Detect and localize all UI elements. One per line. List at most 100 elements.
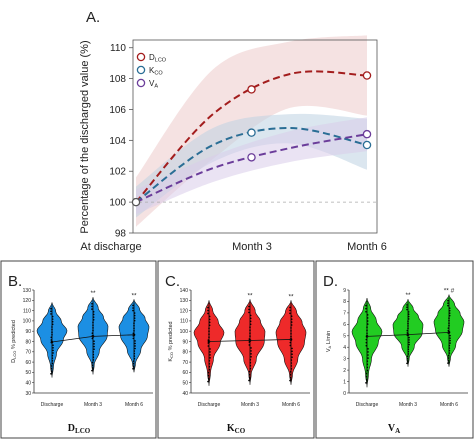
violin-dot-c-2 (291, 356, 293, 358)
y-tick-label-d-5: 5 (343, 334, 346, 340)
violin-dot-d-2 (449, 342, 451, 344)
violin-dot-d-0 (367, 354, 369, 356)
violin-dot-b-1 (93, 348, 95, 351)
y-tick-label-c-140: 140 (180, 288, 189, 294)
y-tick-label-d-6: 6 (343, 322, 346, 328)
violin-dot-b-1 (93, 343, 95, 345)
legend-label-kco: KCO (149, 66, 163, 77)
y-tick-label-a-100: 100 (109, 198, 126, 209)
panel-b-frame (0, 260, 157, 439)
violin-dot-b-2 (134, 347, 136, 350)
y-tick-label-b-120: 120 (23, 298, 32, 304)
panel-c-caption: KCO (227, 423, 246, 435)
legend-label-dlco: DLCO (149, 53, 167, 64)
y-tick-label-c-70: 70 (182, 360, 188, 366)
x-tick-label-d-2: Month 6 (440, 402, 458, 408)
violin-dot-d-1 (408, 339, 410, 341)
violin-dot-b-0 (50, 310, 52, 313)
point-dlco-2 (362, 71, 372, 80)
x-tick-label-b-2: Month 6 (125, 402, 143, 408)
y-tick-label-c-120: 120 (180, 308, 189, 314)
significance-d-1: ** (405, 292, 411, 299)
violin-dot-d-1 (406, 362, 408, 365)
y-tick-label-c-60: 60 (182, 370, 188, 376)
x-tick-label-b-0: Discharge (41, 402, 64, 408)
y-tick-label-b-50: 50 (25, 370, 31, 376)
y-tick-label-c-80: 80 (182, 350, 188, 356)
x-tick-label-a-0: At discharge (80, 241, 141, 253)
violin-dot-d-2 (449, 337, 451, 339)
y-tick-label-d-2: 2 (343, 368, 346, 374)
violin-dot-c-1 (248, 311, 250, 314)
x-axis-a: At discharge Month 3 Month 6 (80, 241, 386, 253)
violin-dot-b-2 (134, 340, 136, 342)
point-kco-2 (362, 140, 372, 150)
y-axis-title-b: DLCO % predicted (11, 320, 17, 363)
violin-dot-c-0 (209, 357, 211, 359)
violin-dot-d-0 (365, 382, 367, 384)
y-tick-label-b-40: 40 (25, 381, 31, 387)
y-tick-label-a-104: 104 (109, 136, 126, 147)
point-dlco-1 (247, 85, 256, 94)
panel-b: B. 30 40 50 60 70 80 90 100 110 120 130 DLCO % predi… (8, 273, 153, 435)
y-axis-a-title: Percentage of the discharged value (%) (79, 40, 91, 233)
violin-dot-d-1 (406, 308, 408, 311)
legend-marker-dlco (136, 52, 146, 62)
y-tick-label-c-130: 130 (180, 298, 189, 304)
violin-dot-c-1 (250, 356, 252, 358)
y-axis-a: 98 100 102 104 106 108 110 (109, 43, 133, 240)
violin-dot-d-0 (365, 304, 367, 307)
violin-dot-c-1 (248, 305, 250, 308)
panel-c-frame (157, 260, 315, 439)
median-trend-d (366, 331, 450, 337)
violin-dot-c-0 (207, 309, 209, 312)
fit-line-va (135, 133, 368, 204)
violin-dot-d-0 (367, 351, 369, 353)
panel-a-label: A. (86, 9, 100, 26)
violin-dot-c-1 (250, 350, 252, 352)
plot-a-frame (132, 39, 378, 234)
data-points (131, 71, 372, 207)
violin-dot-b-0 (52, 349, 54, 352)
violin-dot-d-0 (367, 357, 369, 359)
fit-line-dlco (135, 70, 368, 203)
y-tick-label-a-102: 102 (109, 167, 126, 178)
y-tick-label-c-110: 110 (180, 319, 188, 325)
violin-dot-b-1 (91, 369, 93, 372)
violin-dot-d-0 (367, 348, 369, 350)
y-tick-label-a-110: 110 (110, 43, 126, 54)
violin-dot-b-0 (50, 307, 52, 310)
violin-dot-b-1 (91, 302, 93, 305)
fit-lines (135, 70, 368, 204)
y-tick-label-d-1: 1 (343, 379, 346, 385)
violin-dot-c-2 (289, 312, 291, 315)
y-tick-label-b-30: 30 (25, 391, 31, 397)
y-tick-label-c-40: 40 (182, 391, 188, 397)
panel-a: A. 98 100 102 104 106 108 110 At discharge Mont… (79, 9, 387, 253)
y-tick-label-b-100: 100 (23, 319, 32, 325)
violin-dot-d-2 (447, 299, 449, 302)
band-va (136, 117, 367, 215)
legend-a: DLCO KCO VA (136, 52, 167, 90)
y-tick-label-b-80: 80 (25, 339, 31, 345)
violin-dot-b-1 (91, 305, 93, 308)
significance-b-1: ** (90, 290, 96, 297)
significance-c-1: ** (247, 292, 253, 299)
point-origin (131, 197, 141, 207)
significance-d-2: ** # (444, 288, 455, 295)
y-tick-label-d-8: 8 (343, 299, 346, 305)
violin-dot-b-0 (52, 344, 54, 346)
confidence-bands (136, 35, 367, 227)
y-tick-label-d-7: 7 (343, 311, 346, 317)
violin-dot-c-1 (248, 379, 250, 382)
x-tick-label-c-0: Discharge (198, 402, 221, 408)
y-tick-label-c-100: 100 (180, 329, 189, 335)
violin-dot-d-0 (365, 310, 367, 313)
significance-c-2: ** (288, 293, 294, 300)
point-va-1 (247, 153, 256, 162)
violin-dot-b-2 (132, 309, 134, 312)
panel-b-label: B. (8, 273, 22, 290)
y-axis-title-c: KCO % predicted (168, 321, 174, 361)
y-tick-label-a-106: 106 (109, 105, 126, 116)
x-tick-label-d-1: Month 3 (399, 402, 417, 408)
